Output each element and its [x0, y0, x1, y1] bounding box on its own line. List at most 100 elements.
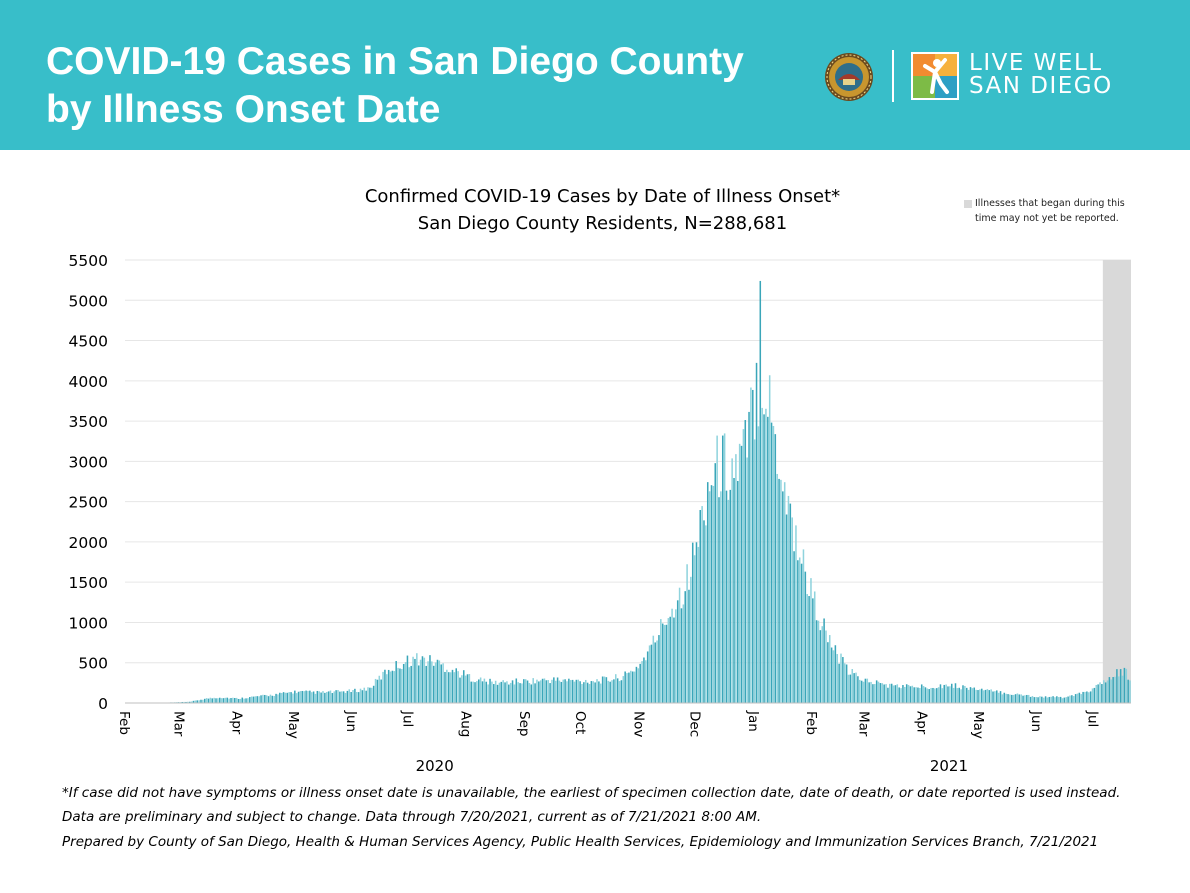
data-bar — [374, 678, 377, 703]
data-bar — [277, 694, 279, 703]
data-bar — [401, 668, 403, 703]
data-bar — [875, 680, 878, 703]
data-bar — [945, 684, 947, 703]
data-bar — [200, 699, 202, 703]
data-bar — [695, 542, 698, 703]
data-bar — [641, 661, 643, 703]
page-title-line1: COVID-19 Cases in San Diego County — [46, 40, 744, 83]
data-bar — [798, 557, 801, 703]
data-bar — [1074, 694, 1077, 703]
data-bar — [427, 661, 429, 703]
data-bar — [1031, 696, 1034, 703]
data-bar — [431, 661, 433, 703]
data-bar — [742, 429, 745, 703]
data-bar — [1084, 691, 1086, 703]
data-bar — [267, 696, 270, 703]
data-bar — [1039, 696, 1041, 703]
data-bar — [192, 700, 195, 703]
data-bar — [676, 600, 679, 703]
footnote-3: Prepared by County of San Diego, Health … — [62, 834, 1099, 850]
live-well-figure-icon — [911, 52, 959, 100]
data-bar — [361, 690, 364, 703]
data-bar — [684, 591, 686, 703]
data-bar — [804, 571, 807, 703]
data-bar — [1022, 695, 1024, 703]
data-bar — [813, 591, 816, 703]
data-bar — [1003, 692, 1006, 703]
data-bar — [599, 683, 602, 703]
data-bar — [609, 681, 611, 703]
data-bar — [524, 679, 527, 703]
data-bar — [669, 616, 671, 703]
data-bar — [1129, 680, 1131, 703]
data-bar — [586, 682, 589, 703]
data-bar — [979, 689, 981, 703]
data-bar — [269, 694, 272, 703]
data-bar — [466, 674, 469, 703]
data-bar — [1067, 696, 1069, 703]
data-bar — [1033, 697, 1036, 703]
data-bar — [748, 411, 750, 703]
data-bar — [802, 549, 805, 703]
x-tick-label: Apr — [229, 711, 245, 735]
data-bar — [735, 454, 737, 703]
data-bar — [181, 701, 183, 703]
data-bar — [382, 671, 384, 703]
data-bar — [560, 681, 563, 703]
bar-series — [127, 280, 1131, 703]
data-bar — [733, 478, 735, 703]
data-bar — [868, 682, 870, 703]
data-bar — [461, 675, 463, 703]
y-tick-label: 4500 — [69, 333, 108, 351]
y-tick-label: 3000 — [69, 453, 108, 471]
data-bar — [198, 700, 200, 703]
data-bar — [369, 687, 371, 703]
data-bar — [744, 420, 747, 703]
data-bar — [757, 426, 760, 703]
data-bar — [881, 683, 884, 703]
data-bar — [303, 691, 305, 703]
data-bar — [457, 671, 459, 703]
data-bar — [682, 604, 685, 703]
data-bar — [815, 620, 818, 703]
data-bar — [1099, 682, 1101, 703]
y-tick-label: 5000 — [69, 292, 108, 310]
data-bar — [230, 698, 232, 703]
x-tick-label: May — [970, 711, 986, 739]
data-bar — [305, 690, 307, 703]
data-bar — [579, 681, 581, 703]
data-bar — [584, 679, 587, 703]
data-bar — [646, 651, 649, 703]
data-bar — [793, 551, 795, 703]
data-bar — [462, 670, 465, 703]
data-bar — [697, 546, 700, 703]
data-bar — [558, 680, 561, 703]
data-bar — [937, 687, 940, 703]
footnote-2: Data are preliminary and subject to chan… — [62, 809, 762, 825]
data-bar — [502, 680, 504, 703]
data-bar — [690, 576, 692, 703]
data-bar — [909, 686, 912, 703]
data-bar — [205, 698, 208, 703]
data-bar — [404, 662, 407, 703]
data-bar — [973, 687, 976, 703]
data-bar — [337, 690, 339, 703]
data-bar — [919, 687, 921, 703]
data-bar — [710, 485, 713, 703]
data-bar — [1012, 694, 1015, 703]
data-bar — [885, 684, 887, 703]
data-bar — [551, 679, 553, 703]
data-bar — [534, 683, 536, 703]
data-bar — [661, 623, 664, 703]
data-bar — [528, 682, 531, 703]
data-bar — [271, 695, 274, 703]
data-bar — [1065, 697, 1067, 703]
data-bar — [706, 482, 709, 703]
data-bar — [1087, 692, 1090, 703]
data-bar — [562, 679, 564, 703]
data-bar — [183, 701, 185, 703]
data-bar — [832, 650, 835, 703]
data-bar — [1082, 691, 1084, 703]
data-bar — [581, 683, 583, 703]
year-label: 2020 — [416, 757, 454, 775]
